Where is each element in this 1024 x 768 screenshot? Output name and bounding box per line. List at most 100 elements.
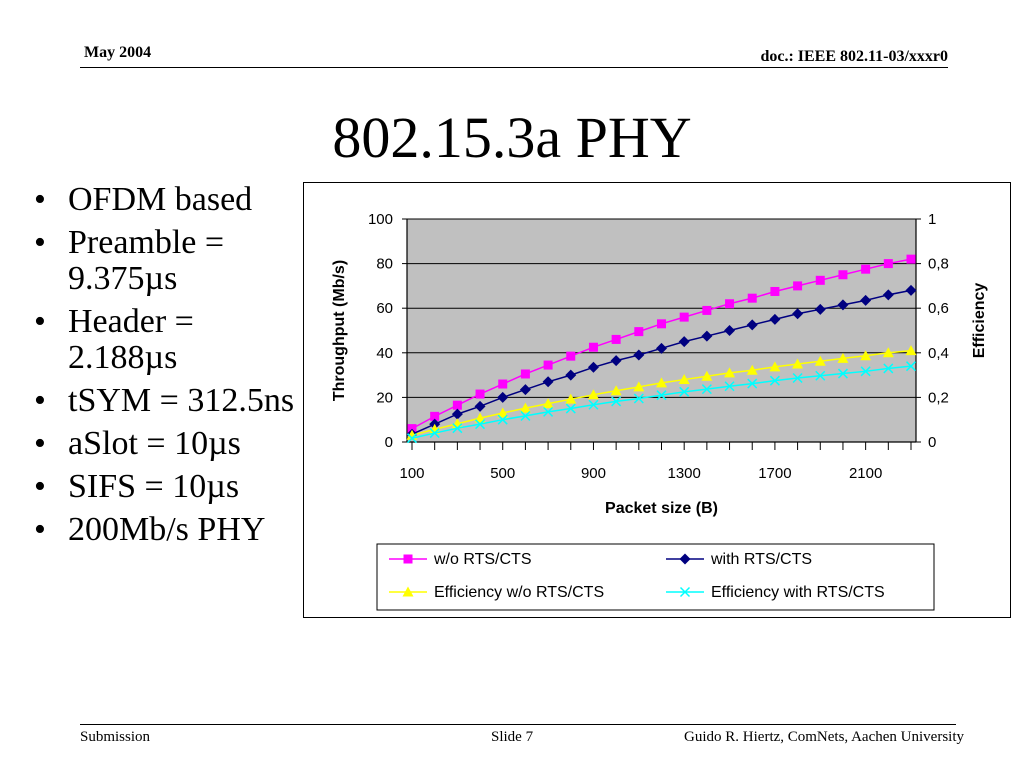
series-1-point	[793, 281, 803, 291]
series-4-point-stroke	[611, 396, 622, 407]
y-tick-label: 0	[385, 434, 393, 451]
series-2-point	[497, 391, 509, 403]
series-2-point	[814, 303, 826, 315]
series-2-point	[882, 289, 894, 301]
bullet-item: tSYM = 312.5ns	[28, 383, 298, 420]
series-2-point	[905, 284, 917, 296]
series-4-point-stroke	[769, 375, 780, 386]
series-3-point	[837, 352, 849, 363]
series-3-point	[882, 347, 894, 358]
series-4-point-stroke	[837, 368, 848, 379]
throughput-chart: 0 20 40 60 80 100 0 0,2 0,4 0,6 0,8 1 100 500 900 1300 1…	[331, 211, 988, 611]
y2-tick-label: 1	[928, 211, 936, 228]
series-3-point	[701, 370, 713, 381]
series-3-point	[792, 358, 804, 369]
series-2-point	[565, 369, 577, 381]
y-tick-label: 20	[376, 389, 393, 406]
series-3-point	[497, 407, 509, 418]
y2-tick-label: 0,4	[928, 345, 949, 362]
series-4-point-stroke	[588, 399, 599, 410]
series-2-point	[724, 325, 736, 336]
series-1-point	[815, 275, 825, 285]
series-4-point-stroke	[543, 406, 554, 417]
series-1-point	[770, 286, 780, 296]
series-1-point	[906, 254, 916, 264]
series-1-point	[634, 327, 644, 337]
slide-title: 802.15.3a PHY	[332, 105, 692, 170]
series-1-point	[747, 293, 757, 303]
series-1-point	[611, 334, 621, 344]
footer-author: Guido R. Hiertz, ComNets, Aachen Univers…	[684, 729, 964, 745]
legend-label-2: with RTS/CTS	[710, 551, 812, 568]
series-4-point-stroke	[747, 378, 758, 389]
series-1-point	[588, 342, 598, 352]
series-4-point-stroke	[905, 361, 917, 372]
series-4-point-stroke	[860, 366, 871, 377]
series-3-point	[678, 374, 690, 385]
y2-tick-label: 0,8	[928, 256, 949, 273]
series-4-point-stroke	[429, 428, 440, 439]
series-4-point-stroke	[701, 384, 712, 395]
footer-divider	[80, 724, 956, 725]
bullet-list: OFDM based Preamble = 9.375µs Header = 2…	[28, 182, 298, 555]
series-2-point	[769, 313, 781, 325]
x-tick-label: 100	[399, 465, 424, 482]
series-4-point-stroke	[497, 414, 508, 425]
series-2-point	[519, 384, 531, 396]
series-2-point	[656, 342, 667, 354]
series-3-point	[519, 402, 531, 413]
series-1-point	[883, 259, 893, 269]
bullet-item: OFDM based	[28, 182, 298, 219]
header-divider	[80, 67, 948, 68]
series-1-point	[475, 389, 485, 399]
series-2-point	[746, 319, 758, 331]
legend-label-3: Efficiency w/o RTS/CTS	[434, 584, 604, 601]
plot-area	[406, 218, 917, 443]
header-doc-id: doc.: IEEE 802.11-03/xxxr0	[760, 48, 948, 65]
series-2-point	[474, 400, 486, 412]
series-3-point	[860, 350, 872, 361]
series-4-point-stroke	[452, 423, 463, 434]
series-4-point-stroke	[724, 381, 735, 392]
x-tick-label: 900	[581, 465, 606, 482]
footer-slide-number: Slide 7	[491, 729, 534, 745]
bullet-item: 200Mb/s PHY	[28, 512, 298, 549]
series-1-point	[520, 369, 530, 379]
series-1-point	[702, 305, 712, 315]
series-4-point-stroke	[475, 419, 486, 430]
x-tick-label: 1700	[758, 465, 791, 482]
series-2-point	[451, 408, 463, 420]
series-1-point	[679, 312, 689, 322]
series-4-point-stroke	[633, 393, 644, 404]
series-2-point	[633, 349, 645, 361]
series-1-point	[452, 400, 462, 410]
series-3-point	[610, 385, 622, 396]
series-3-point	[656, 377, 667, 388]
series-4-point-stroke	[406, 433, 418, 444]
series-1-point	[498, 379, 508, 389]
y-tick-label: 60	[376, 300, 393, 317]
series-4-point-stroke	[679, 386, 690, 397]
series-3-point	[769, 361, 781, 372]
series-1-point	[861, 264, 871, 274]
y2-tick-label: 0,2	[928, 389, 949, 406]
series-3-point	[542, 398, 554, 409]
legend-marker-3	[402, 586, 414, 597]
series-4-point-stroke	[792, 372, 803, 384]
legend-box	[376, 543, 935, 611]
x-tick-label: 500	[490, 465, 515, 482]
bullet-item: SIFS = 10µs	[28, 469, 298, 506]
chart-container: 0 20 40 60 80 100 0 0,2 0,4 0,6 0,8 1 100 500 900 1300 1…	[303, 182, 1011, 618]
legend-label-4: Efficiency with RTS/CTS	[711, 584, 885, 601]
y-tick-label: 80	[376, 256, 393, 273]
series-2-point	[837, 299, 849, 311]
series-1-point	[566, 351, 576, 361]
y2-tick-label: 0	[928, 434, 936, 451]
footer-submission: Submission	[80, 729, 151, 745]
legend-marker-1	[403, 554, 413, 564]
series-2-point	[542, 376, 554, 388]
y2-axis-title: Efficiency	[971, 283, 988, 359]
series-4-point-stroke	[656, 390, 667, 401]
series-4-point-stroke	[815, 370, 826, 381]
x-axis-title: Packet size (B)	[605, 500, 718, 517]
